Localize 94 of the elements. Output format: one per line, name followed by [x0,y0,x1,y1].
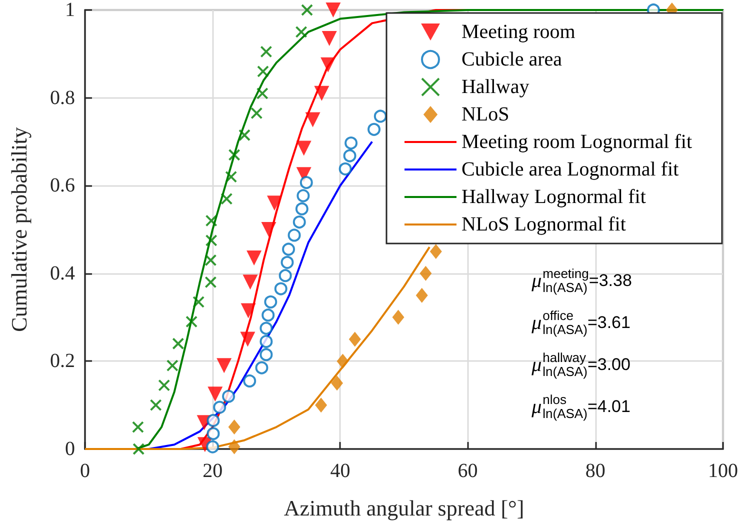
point [420,266,432,281]
point [240,303,256,318]
y-tick-label: 0 [65,438,75,460]
point [186,316,198,328]
point [320,57,336,72]
point [206,414,220,427]
legend-label: Cubicle area [461,48,562,70]
point [305,112,320,128]
point [315,398,328,413]
point [260,334,273,348]
point [278,269,292,282]
point [206,440,220,454]
point [158,379,170,392]
point [238,129,250,142]
point [348,332,361,347]
point [216,358,232,374]
x-tick-label: 20 [202,460,223,482]
point [300,176,313,190]
point [228,439,240,454]
legend-label: NLoS Lognormal fit [461,214,626,236]
point [204,254,217,266]
x-tick-label: 60 [458,460,478,482]
point [368,122,381,136]
point [222,390,236,403]
point [225,170,238,183]
y-tick-label: 1 [65,0,75,21]
point [228,420,240,435]
point [206,427,220,440]
point [322,31,337,46]
point [262,308,275,322]
point [243,374,256,388]
y-tick-label: 0.2 [50,350,75,372]
point [246,250,262,266]
x-tick-label: 100 [708,460,738,482]
point [242,274,258,290]
point [150,399,162,412]
point [261,222,276,237]
y-tick-label: 0.6 [50,174,75,197]
point [280,256,294,269]
point [295,26,308,38]
point [208,386,223,402]
point [172,338,184,350]
point [204,276,217,288]
y-tick-label: 0.4 [50,262,75,284]
point [282,242,296,256]
point [192,296,205,308]
point [314,86,330,101]
point [132,421,144,434]
point [166,360,178,372]
point [266,196,282,211]
point [296,189,310,202]
point [274,282,288,296]
y-axis-title: Cumulative probability [6,127,32,332]
x-tick-label: 80 [585,460,606,482]
point [205,234,218,246]
point [255,361,268,374]
legend-label: Meeting room [461,21,576,43]
y-tick-label: 0.8 [50,86,75,109]
point [338,162,352,176]
point [301,4,314,16]
point [288,228,301,242]
point [260,348,273,362]
legend-label: Cubicle area Lognormal fit [461,158,680,180]
point [220,192,233,205]
point [326,2,341,18]
point [343,149,356,162]
x-tick-label: 0 [80,460,90,482]
point [292,216,306,229]
point [260,322,273,335]
point [256,87,268,100]
point [430,244,442,259]
point [296,140,312,156]
point [331,376,344,391]
legend-label: NLoS [461,104,510,126]
point [228,148,240,161]
legend-label: Hallway Lognormal fit [461,186,646,208]
point [344,136,358,150]
point [260,46,272,58]
point [240,332,256,347]
x-tick-label: 40 [330,460,350,482]
x-axis-title: Azimuth angular spread [°] [284,496,524,520]
point [392,310,404,325]
point [250,107,263,120]
legend-label: Meeting room Lognormal fit [461,131,692,153]
point [213,400,226,414]
point [264,295,278,308]
point [132,443,145,455]
point [205,214,218,227]
point [257,65,269,78]
point [416,288,428,303]
point [374,110,387,123]
point [336,354,349,369]
point [295,202,308,216]
legend-label: Hallway [461,76,530,98]
